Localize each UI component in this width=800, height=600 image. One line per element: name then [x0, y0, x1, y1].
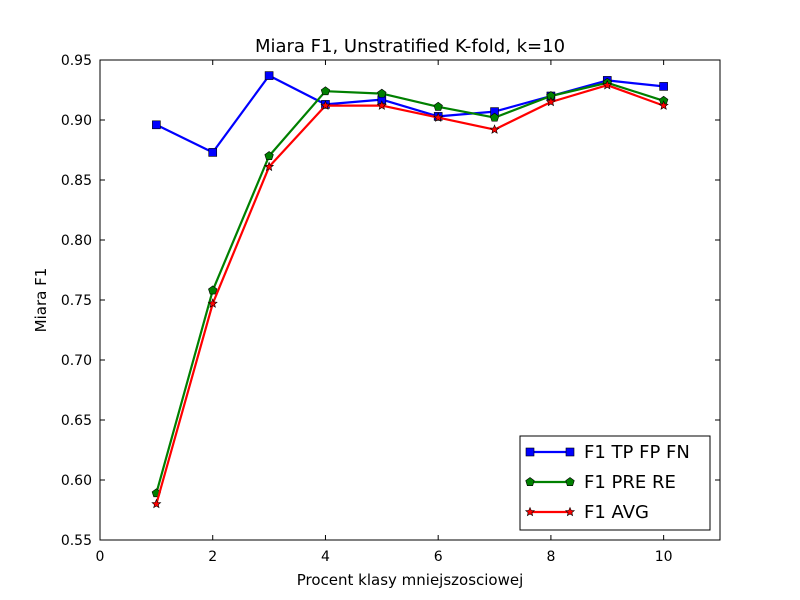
data-point [376, 100, 387, 110]
y-tick-label: 0.90 [61, 113, 92, 129]
y-axis-label: Miara F1 [32, 268, 50, 333]
data-point [489, 112, 500, 122]
data-point [208, 285, 218, 295]
y-axis: 0.55 0.60 0.65 0.70 0.75 0.80 0.85 0.90 0.95 [61, 53, 720, 549]
y-tick-label: 0.60 [61, 473, 92, 489]
data-point [320, 100, 331, 110]
chart-title: Miara F1, Unstratified K-fold, k=10 [255, 36, 565, 57]
legend-label: F1 AVG [584, 502, 649, 523]
x-axis-label: Procent klasy mniejszosciowej [297, 571, 524, 589]
y-tick-label: 0.75 [61, 293, 92, 309]
x-tick-label: 10 [655, 549, 673, 565]
data-point [433, 101, 443, 111]
x-tick-label: 6 [434, 549, 443, 565]
data-point [602, 79, 613, 90]
x-tick-label: 4 [321, 549, 330, 565]
x-tick-label: 0 [96, 549, 105, 565]
y-tick-label: 0.95 [61, 53, 92, 69]
data-point [658, 100, 669, 110]
legend-marker [524, 506, 536, 517]
series-layer [151, 71, 669, 509]
data-point [152, 120, 161, 130]
y-tick-label: 0.55 [61, 533, 92, 549]
series-2 [151, 79, 669, 509]
y-tick-label: 0.80 [61, 233, 92, 249]
data-point [264, 151, 274, 160]
data-point [208, 148, 218, 157]
y-tick-label: 0.65 [61, 413, 92, 429]
data-point [264, 71, 274, 80]
y-tick-label: 0.70 [61, 353, 92, 369]
legend-marker [564, 506, 576, 517]
data-point [489, 124, 500, 134]
series-line [155, 74, 664, 154]
data-point [207, 298, 218, 308]
legend-label: F1 TP FP FN [584, 442, 690, 463]
x-tick-label: 2 [208, 549, 217, 565]
legend-label: F1 PRE RE [584, 472, 676, 493]
data-point [377, 88, 387, 98]
x-tick-label: 8 [546, 549, 555, 565]
x-axis: 0 2 4 6 8 10 [96, 60, 673, 565]
y-tick-label: 0.85 [61, 173, 92, 189]
data-point [433, 112, 444, 122]
series-line [155, 84, 665, 505]
legend-marker [565, 477, 575, 486]
legend: F1 TP FP FN F1 PRE RE F1 AVG [519, 435, 711, 531]
data-point [659, 82, 668, 91]
data-point [151, 498, 162, 509]
data-point [264, 161, 275, 172]
legend-marker [565, 447, 575, 457]
series-line [155, 81, 664, 494]
data-point [545, 96, 556, 107]
legend-marker [525, 477, 535, 486]
legend-marker [525, 447, 535, 457]
data-point [320, 86, 331, 96]
